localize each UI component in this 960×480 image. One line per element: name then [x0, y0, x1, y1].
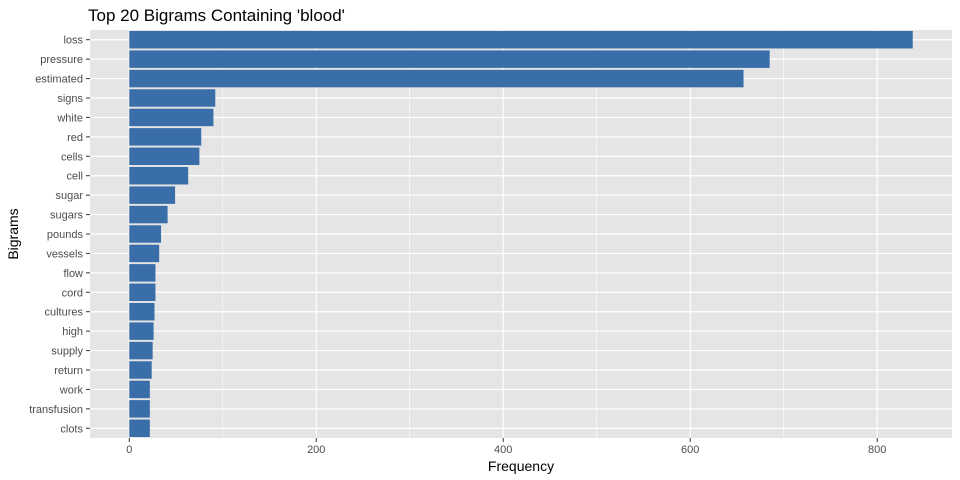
y-tick-label: cells [61, 151, 84, 163]
chart-title: Top 20 Bigrams Containing 'blood' [88, 6, 345, 25]
y-tick-label: pressure [40, 54, 83, 66]
y-tick-label: return [54, 365, 83, 377]
y-tick-label: red [67, 132, 83, 144]
bar-return [129, 361, 152, 379]
x-tick-label: 600 [681, 444, 699, 456]
bar-flow [129, 264, 156, 282]
y-tick-label: sugar [55, 190, 83, 202]
bar-pressure [129, 50, 770, 68]
y-tick-label: flow [63, 268, 83, 280]
bar-loss [129, 30, 913, 49]
y-tick-label: supply [51, 346, 83, 358]
bar-high [129, 322, 154, 340]
bar-sugars [129, 205, 168, 224]
bar-red [129, 128, 202, 146]
y-tick-label: work [59, 384, 84, 396]
y-tick-label: clots [60, 423, 83, 435]
bar-cells [129, 147, 200, 166]
bars [129, 30, 913, 438]
x-tick-label: 400 [494, 444, 512, 456]
y-tick-label: white [56, 112, 83, 124]
y-tick-label: vessels [46, 248, 83, 260]
x-tick-label: 0 [126, 444, 132, 456]
bar-pounds [129, 225, 162, 243]
bar-vessels [129, 244, 160, 263]
y-tick-label: transfusion [29, 404, 83, 416]
x-tick-label: 800 [868, 444, 886, 456]
bar-transfusion [129, 400, 150, 418]
bar-cord [129, 283, 156, 302]
y-tick-label: loss [63, 35, 83, 47]
y-tick-label: pounds [47, 229, 84, 241]
bar-supply [129, 341, 153, 360]
x-axis-title: Frequency [488, 458, 554, 474]
bar-cell [129, 166, 189, 185]
x-tick-label: 200 [307, 444, 325, 456]
y-tick-label: sugars [50, 210, 84, 222]
bar-white [129, 108, 214, 127]
y-tick-label: cell [66, 171, 83, 183]
y-tick-label: cultures [44, 307, 83, 319]
bar-signs [129, 89, 216, 107]
y-tick-label: cord [62, 287, 83, 299]
x-axis: 0 200 400 600 800 [126, 438, 886, 456]
y-axis-title: Bigrams [5, 208, 21, 259]
y-tick-label: high [62, 326, 83, 338]
bar-clots [129, 419, 150, 438]
bar-work [129, 380, 150, 399]
y-tick-label: signs [57, 93, 83, 105]
bar-sugar [129, 186, 176, 204]
y-axis: loss pressure estimated signs white red cells c… [29, 35, 90, 435]
bar-estimated [129, 69, 744, 88]
y-tick-label: estimated [35, 74, 83, 86]
bar-cultures [129, 302, 155, 321]
